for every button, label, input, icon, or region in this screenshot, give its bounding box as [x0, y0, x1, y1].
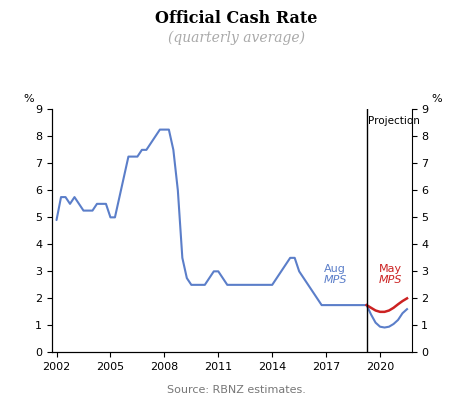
Text: Projection: Projection — [368, 116, 420, 126]
Text: Source: RBNZ estimates.: Source: RBNZ estimates. — [167, 385, 306, 395]
Text: May: May — [379, 264, 403, 274]
Text: MPS: MPS — [379, 275, 403, 286]
Text: Aug: Aug — [324, 264, 346, 274]
Text: (quarterly average): (quarterly average) — [168, 30, 305, 45]
Text: MPS: MPS — [324, 275, 347, 286]
Text: Official Cash Rate: Official Cash Rate — [155, 10, 318, 27]
Text: %: % — [431, 94, 442, 104]
Text: %: % — [23, 94, 34, 104]
